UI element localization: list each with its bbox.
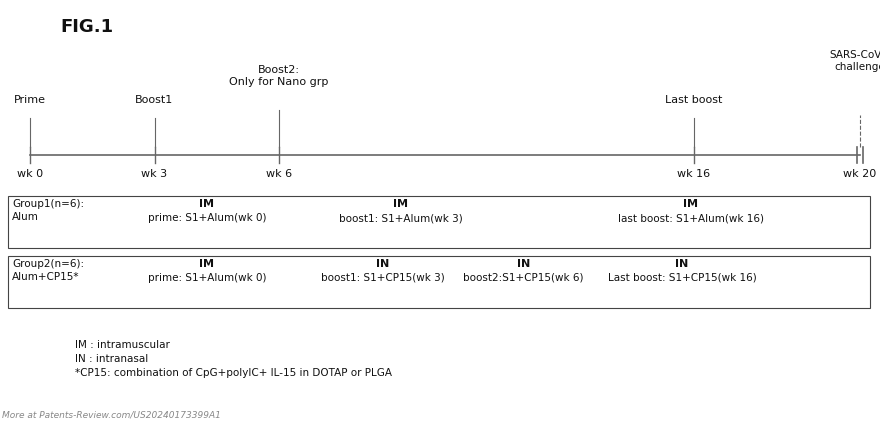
Text: boost1: S1+Alum(wk 3): boost1: S1+Alum(wk 3) (339, 213, 462, 223)
Text: IM: IM (199, 259, 215, 269)
Text: wk 16: wk 16 (678, 169, 710, 179)
Text: Prime: Prime (14, 95, 46, 105)
Text: IM: IM (392, 199, 408, 209)
Text: IM: IM (199, 199, 215, 209)
Text: Boost1: Boost1 (136, 95, 173, 105)
Text: Group2(n=6):: Group2(n=6): (12, 259, 84, 269)
Text: wk 0: wk 0 (17, 169, 43, 179)
Text: IM : intramuscular: IM : intramuscular (75, 340, 170, 350)
Text: Last boost: S1+CP15(wk 16): Last boost: S1+CP15(wk 16) (607, 273, 757, 283)
Text: Alum+CP15*: Alum+CP15* (12, 272, 79, 282)
Text: Alum: Alum (12, 212, 39, 222)
Text: wk 6: wk 6 (266, 169, 292, 179)
Text: last boost: S1+Alum(wk 16): last boost: S1+Alum(wk 16) (618, 213, 764, 223)
Text: IN : intranasal: IN : intranasal (75, 354, 148, 364)
Text: wk 3: wk 3 (142, 169, 167, 179)
Text: boost2:S1+CP15(wk 6): boost2:S1+CP15(wk 6) (464, 273, 583, 283)
Text: IN: IN (376, 259, 390, 269)
Text: boost1: S1+CP15(wk 3): boost1: S1+CP15(wk 3) (321, 273, 444, 283)
Text: *CP15: combination of CpG+polyIC+ IL-15 in DOTAP or PLGA: *CP15: combination of CpG+polyIC+ IL-15 … (75, 368, 392, 378)
Bar (8, 196, 870, 248)
Bar (8, 256, 870, 308)
Text: wk 20: wk 20 (843, 169, 876, 179)
Text: Group1(n=6):: Group1(n=6): (12, 199, 84, 209)
Text: FIG.1: FIG.1 (60, 18, 114, 36)
Text: Last boost: Last boost (665, 95, 722, 105)
Text: IN: IN (675, 259, 689, 269)
Text: SARS-CoV-2
challenge: SARS-CoV-2 challenge (829, 50, 880, 71)
Text: prime: S1+Alum(wk 0): prime: S1+Alum(wk 0) (148, 273, 266, 283)
Text: IM: IM (683, 199, 699, 209)
Text: More at Patents-Review.com/US20240173399A1: More at Patents-Review.com/US20240173399… (2, 410, 221, 419)
Text: IN: IN (517, 259, 531, 269)
Text: prime: S1+Alum(wk 0): prime: S1+Alum(wk 0) (148, 213, 266, 223)
Text: Boost2:
Only for Nano grp: Boost2: Only for Nano grp (230, 65, 329, 87)
